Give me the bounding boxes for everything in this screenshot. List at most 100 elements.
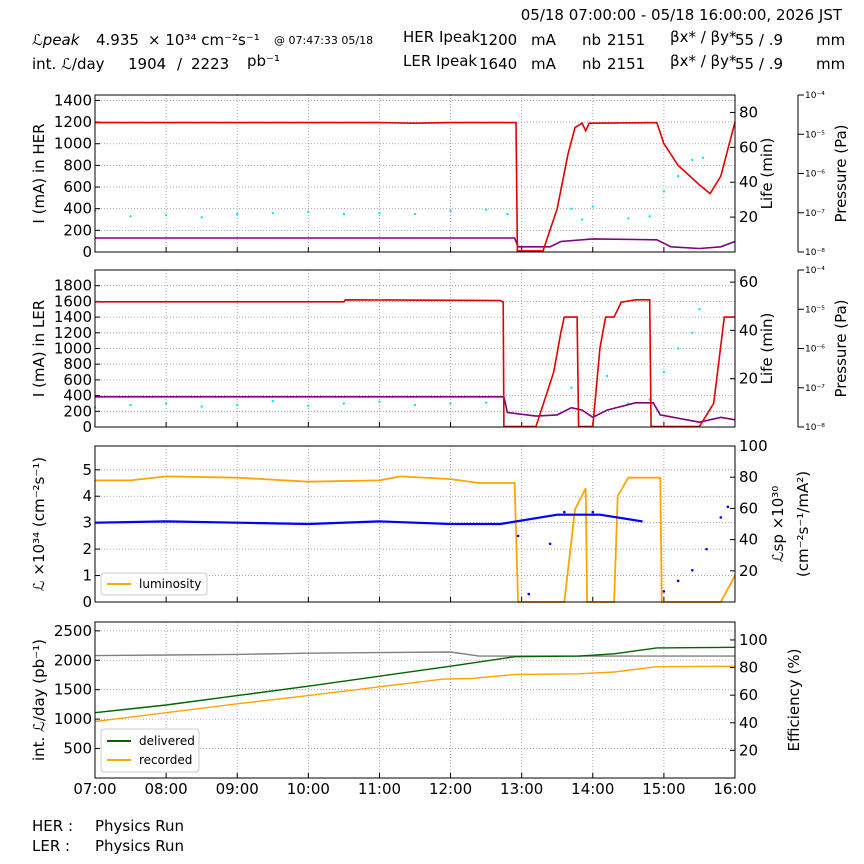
pressure-point (342, 212, 346, 216)
intl-sep: / (177, 55, 183, 73)
ler-nb-value: 2151 (607, 55, 646, 73)
y2tick-label: 100 (739, 437, 768, 455)
ler-beta-label: βx* / βy* (670, 52, 737, 70)
y2tick-label: 20 (739, 208, 758, 226)
footer-ler-label: LER : (32, 837, 71, 855)
pressure-point (413, 403, 417, 407)
ytick-label: 0 (82, 593, 92, 611)
ytick-label: 1 (82, 567, 92, 585)
pressure-point (662, 190, 666, 193)
delivered-line (94, 646, 736, 714)
ytick-label: 0 (82, 418, 92, 436)
lpeak-label: ℒpeak (32, 31, 80, 49)
y2label-unit: (cm⁻²s⁻¹/mA²) (794, 471, 812, 577)
pressure-point (676, 347, 680, 350)
pressure-point (449, 209, 452, 213)
pressure-tick-label: 10⁻⁷ (805, 384, 825, 394)
pressure-tick-label: 10⁻⁵ (805, 130, 825, 140)
ylabel: int. ℒ/day (pb⁻¹) (30, 639, 48, 761)
ytick-label: 4 (82, 487, 92, 505)
y2label: Efficiency (%) (785, 649, 803, 752)
pressure-point (307, 210, 310, 214)
ytick-label: 2500 (54, 622, 92, 640)
ytick-label: 1400 (54, 91, 92, 109)
panel-frame (94, 445, 736, 603)
pressure-point (236, 403, 239, 407)
pressure-point (164, 402, 168, 405)
current-line (95, 298, 735, 428)
ytick-label: 800 (63, 156, 92, 174)
pressure-point (591, 205, 594, 208)
y2tick-label: 60 (739, 273, 758, 291)
pressure-point (627, 217, 630, 220)
pressure-point (129, 403, 132, 407)
pressure-axis-label: Pressure (Pa) (832, 299, 850, 397)
her-ipeak-label: HER Ipeak (403, 28, 480, 46)
ler-beta-value: 55 / .9 (735, 55, 783, 73)
ytick-label: 200 (63, 402, 92, 420)
ytick-label: 2000 (54, 651, 92, 669)
legend-box (100, 572, 208, 596)
footer-her-status: Physics Run (95, 817, 185, 835)
y2label: ℒsp ×10³⁰ (769, 486, 787, 563)
ler-ipeak-value: 1640 (479, 55, 518, 73)
ytick-label: 0 (82, 243, 92, 261)
specific-point (548, 542, 552, 546)
ytick-label: 1000 (54, 135, 92, 153)
pressure-point (570, 386, 573, 389)
xtick-label: 07:00 (73, 780, 116, 798)
pressure-tick-label: 10⁻⁸ (805, 248, 825, 258)
pressure-point (378, 211, 381, 215)
legend-label-recorded: recorded (139, 753, 192, 767)
y2tick-label: 60 (739, 499, 758, 517)
ler-beta-unit: mm (816, 55, 846, 73)
pressure-point (506, 212, 509, 216)
xtick-label: 08:00 (144, 780, 187, 798)
pressure-point (449, 402, 452, 405)
ytick-label: 800 (63, 355, 92, 373)
pressure-point (236, 212, 239, 216)
y2tick-label: 60 (739, 686, 758, 704)
her-beta-unit: mm (816, 31, 846, 49)
panel-frame (94, 94, 736, 253)
specific-point (691, 568, 694, 572)
ytick-label: 2 (82, 540, 92, 558)
ytick-label: 400 (63, 200, 92, 218)
intl-unit: pb⁻¹ (247, 52, 280, 70)
lpeak-time: @ 07:47:33 05/18 (274, 34, 374, 47)
recorded-line (94, 665, 736, 723)
pressure-point (701, 156, 705, 159)
panel-frame (94, 269, 736, 428)
ytick-label: 500 (63, 740, 92, 758)
charts-area: 02004006008001000120014002040608010⁻⁸10⁻… (30, 91, 850, 798)
pressure-point (164, 213, 168, 217)
pressure-point (570, 207, 573, 210)
panel-intl: 500 1000 1500 2000 2500 20 40 60 80 100 delivered r… (30, 621, 803, 798)
footer-her-label: HER : (32, 817, 74, 835)
life-line (95, 396, 736, 424)
ytick-label: 1000 (54, 710, 92, 728)
ytick-label: 3 (82, 514, 92, 532)
pressure-tick-label: 10⁻⁵ (805, 305, 825, 315)
pressure-tick-label: 10⁻⁴ (805, 266, 825, 276)
pressure-point (271, 211, 274, 215)
time-range: 05/18 07:00:00 - 05/18 16:00:00, 2026 JS… (520, 6, 842, 24)
specific-point (676, 579, 680, 583)
pressure-point (484, 208, 488, 211)
specific-point (705, 547, 708, 551)
xtick-label: 09:00 (216, 780, 259, 798)
pressure-point (200, 216, 203, 219)
y2tick-label: 40 (739, 531, 758, 549)
pressure-point (580, 218, 584, 221)
life-line (95, 237, 736, 250)
ler-nb-label: nb (582, 55, 602, 73)
pressure-point (413, 212, 417, 216)
her-beta-value: 55 / .9 (735, 31, 783, 49)
specific-point (719, 516, 723, 519)
y2tick-label: 80 (739, 103, 758, 121)
specific-point (591, 510, 595, 514)
pressure-point (662, 370, 666, 374)
pressure-point (378, 400, 381, 404)
pressure-tick-label: 10⁻⁴ (805, 91, 825, 101)
specific-point (516, 534, 520, 538)
